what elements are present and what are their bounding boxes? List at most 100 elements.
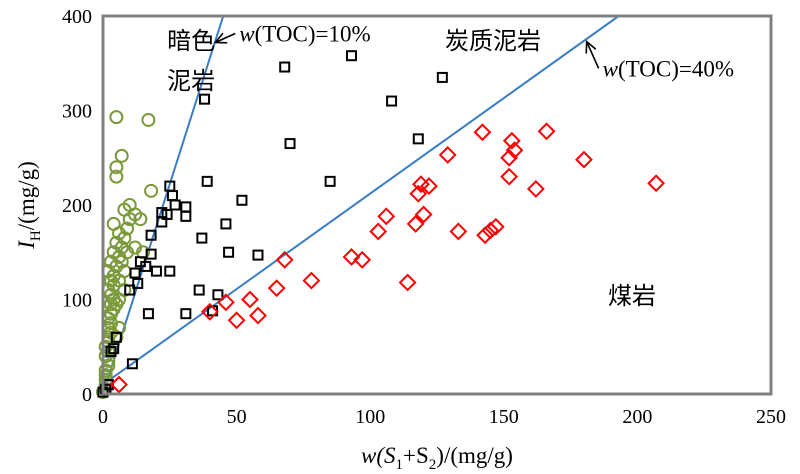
carbonaceous-point (129, 267, 141, 279)
coal-point (575, 150, 593, 169)
x-tick-label: 100 (355, 406, 385, 428)
mudstone-point (109, 160, 124, 175)
carbonaceous-point (145, 229, 157, 241)
coal-point (537, 122, 556, 141)
carbonaceous-point (436, 71, 448, 83)
coal-point (406, 214, 425, 233)
coal-point (302, 271, 321, 290)
coal-point (409, 184, 428, 203)
coal-point (502, 131, 521, 150)
mudstone-point (133, 212, 148, 227)
region-label: 暗色 (167, 27, 215, 55)
mudstone-point (109, 169, 124, 184)
carbonaceous-point (212, 289, 224, 301)
coal-point (486, 217, 505, 236)
coal-point (420, 177, 438, 196)
annotation-arrow (585, 41, 600, 69)
toc-line-2 (102, 15, 620, 386)
mudstone-point (141, 112, 156, 127)
mudstone-point (120, 221, 135, 236)
carbonaceous-point (412, 133, 424, 145)
carbonaceous-point (142, 308, 154, 320)
coal-point (227, 311, 246, 330)
carbonaceous-point (220, 218, 232, 230)
coal-point (110, 375, 128, 394)
y-tick-label: 400 (62, 6, 92, 28)
toc-line-label: w(TOC)=40% (603, 56, 734, 81)
plot-frame (101, 14, 773, 396)
carbonaceous-point (223, 246, 235, 258)
mudstone-point (106, 216, 121, 231)
x-tick-label: 50 (227, 406, 247, 428)
coal-point (473, 123, 492, 142)
x-tick-label: 0 (98, 406, 108, 428)
y-tick-label: 0 (82, 384, 92, 406)
coal-point (449, 222, 468, 241)
y-tick-label: 200 (62, 195, 92, 217)
carbonaceous-point (108, 343, 120, 355)
coal-point (267, 279, 286, 298)
x-axis-label: w(S1+S2)/(mg/g) (361, 443, 513, 473)
y-tick-label: 300 (62, 101, 92, 123)
carbonaceous-point (279, 61, 291, 73)
coal-point (342, 248, 361, 266)
carbonaceous-point (196, 232, 208, 244)
x-tick-label: 150 (489, 406, 519, 428)
y-axis-label: IH/(mg/g) (14, 161, 44, 250)
arrow-head-icon (213, 32, 228, 44)
arrow-head-icon (585, 39, 597, 54)
carbonaceous-point (140, 260, 152, 272)
carbonaceous-point (180, 201, 192, 213)
mudstone-point (144, 183, 159, 198)
carbonaceous-point (180, 308, 192, 320)
coal-point (505, 141, 524, 160)
x-tick-label: 250 (756, 406, 786, 428)
carbonaceous-point (201, 175, 213, 187)
coal-point (275, 250, 294, 269)
carbonaceous-point (386, 95, 398, 107)
mudstone-point (112, 320, 127, 335)
mudstone-point (109, 110, 124, 125)
coal-point (369, 222, 388, 241)
carbonaceous-point (110, 331, 122, 343)
coal-point (481, 221, 500, 240)
region-label: 煤岩 (608, 282, 656, 310)
mudstone-point (136, 245, 151, 260)
coal-point (353, 250, 372, 269)
coal-point (414, 205, 433, 224)
coal-point (500, 167, 519, 186)
carbonaceous-point (145, 248, 157, 260)
carbonaceous-point (193, 284, 205, 296)
carbonaceous-point (180, 210, 192, 222)
carbonaceous-point (150, 265, 162, 277)
carbonaceous-point (236, 194, 248, 206)
coal-point (647, 174, 666, 193)
coal-point (216, 293, 235, 312)
x-tick-label: 200 (622, 406, 652, 428)
carbonaceous-point (105, 345, 117, 357)
coal-point (241, 290, 259, 309)
coal-point (249, 306, 267, 325)
carbonaceous-point (161, 208, 173, 220)
carbonaceous-point (164, 180, 176, 192)
y-tick-label: 100 (62, 290, 92, 312)
carbonaceous-point (252, 249, 264, 261)
carbonaceous-point (126, 358, 138, 370)
carbonaceous-point (199, 93, 211, 105)
coal-point (398, 273, 417, 292)
coal-point (476, 226, 495, 245)
toc-line-label: w(TOC)=10% (239, 22, 370, 47)
region-label: 泥岩 (167, 67, 215, 95)
coal-point (526, 180, 545, 198)
region-label: 炭质泥岩 (445, 27, 541, 55)
mudstone-point (114, 148, 129, 163)
coal-point (500, 148, 519, 167)
mudstone-point (122, 198, 137, 212)
carbonaceous-point (169, 199, 181, 211)
carbonaceous-point (132, 277, 144, 289)
coal-point (200, 302, 219, 321)
carbonaceous-point (345, 50, 357, 62)
coal-point (377, 207, 396, 226)
carbonaceous-point (324, 175, 336, 187)
carbonaceous-point (284, 138, 296, 150)
